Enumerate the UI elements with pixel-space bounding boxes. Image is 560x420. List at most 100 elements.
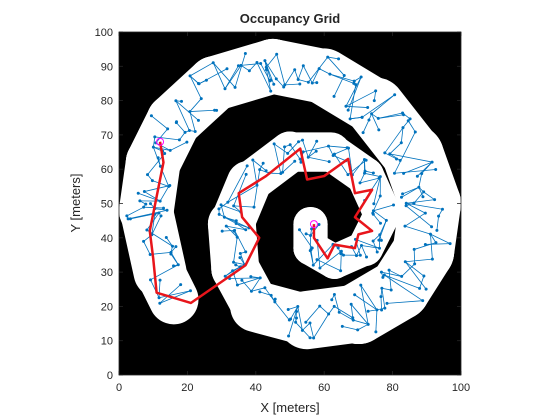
tree-edge: [384, 274, 423, 302]
tree-edge: [361, 94, 395, 118]
tree-edge: [316, 259, 341, 272]
tree-edge: [198, 68, 228, 85]
tree-node: [360, 115, 364, 119]
tree-node: [233, 228, 237, 232]
tree-node: [380, 308, 384, 312]
tree-node: [404, 204, 408, 208]
tree-node: [138, 199, 142, 203]
tree-node: [337, 310, 341, 314]
tree-node: [304, 232, 308, 236]
tree-edge: [362, 119, 370, 133]
tree-node: [231, 269, 235, 273]
tree-edge: [407, 120, 416, 133]
tree-edge: [373, 90, 377, 101]
tree-edge: [233, 273, 238, 286]
tree-node: [412, 201, 416, 205]
tree-edge: [401, 263, 415, 277]
tree-node: [163, 152, 167, 156]
tree-node: [197, 82, 201, 86]
tree-edge: [328, 145, 334, 156]
tree-node: [402, 113, 406, 117]
tree-node: [371, 209, 375, 213]
tree-node: [339, 252, 343, 256]
tree-edge: [361, 245, 367, 258]
tree-node: [300, 328, 304, 332]
tree-node: [424, 287, 428, 291]
tree-edge: [405, 258, 433, 263]
tree-node: [272, 142, 276, 146]
tree-edge: [372, 214, 381, 224]
tree-node: [366, 309, 370, 313]
tree-edge: [430, 233, 437, 243]
tree-node: [433, 198, 437, 202]
tree-node: [421, 299, 425, 303]
tree-node: [370, 112, 374, 116]
tree-node: [179, 283, 183, 287]
tree-edge: [284, 83, 300, 86]
tree-node: [381, 275, 385, 279]
tree-edge: [388, 270, 392, 291]
tree-node: [403, 224, 407, 228]
tree-edge: [305, 305, 321, 323]
tree-edge: [158, 280, 161, 298]
tree-edge: [260, 63, 271, 82]
tree-node: [328, 72, 332, 76]
tree-node: [235, 235, 239, 239]
tree-edge: [373, 204, 394, 212]
tree-edge: [222, 229, 235, 232]
tree-node: [434, 168, 438, 172]
tree-node: [249, 275, 253, 279]
tree-node: [244, 250, 248, 254]
tree-node: [157, 296, 161, 300]
tree-node: [165, 208, 169, 212]
tree-node: [308, 321, 312, 325]
tree-edge: [218, 201, 229, 210]
tree-node: [269, 293, 273, 297]
tree-edge: [176, 122, 186, 133]
tree-node: [311, 263, 315, 267]
tree-node: [293, 68, 297, 72]
tree-node: [232, 204, 236, 208]
tree-node: [379, 238, 383, 242]
tree-node: [261, 161, 265, 165]
y-tick-label: 10: [101, 336, 113, 348]
tree-node: [336, 246, 340, 250]
tree-node: [379, 221, 383, 225]
tree-node: [377, 246, 381, 250]
tree-node: [356, 328, 360, 332]
tree-node: [389, 288, 393, 292]
tree-edge: [308, 156, 330, 163]
tree-edge: [308, 150, 317, 158]
tree-node: [422, 190, 426, 194]
tree-edge: [154, 208, 168, 211]
tree-edge: [309, 250, 314, 266]
tree-node: [371, 171, 375, 175]
tree-node: [296, 304, 300, 308]
tree-edge: [307, 141, 318, 158]
tree-node: [193, 129, 197, 133]
tree-node: [364, 158, 368, 162]
tree-node: [366, 322, 370, 326]
tree-edge: [319, 305, 329, 315]
tree-node: [247, 69, 251, 73]
tree-node: [252, 205, 256, 209]
tree-edge: [350, 304, 354, 318]
tree-node: [344, 104, 348, 108]
tree-node: [180, 99, 184, 103]
tree-node: [375, 308, 379, 312]
tree-node: [274, 77, 278, 81]
tree-node: [225, 67, 229, 71]
tree-node: [399, 141, 403, 145]
tree-node: [346, 146, 350, 150]
tree-node: [259, 62, 263, 66]
tree-edge: [299, 229, 313, 249]
tree-node: [199, 97, 203, 101]
tree-node: [377, 238, 381, 242]
tree-node: [217, 207, 221, 211]
tree-edge: [256, 62, 272, 92]
tree-node: [188, 74, 192, 78]
tree-node: [417, 185, 421, 189]
tree-edge: [406, 199, 435, 204]
tree-node: [383, 151, 387, 155]
tree-node: [219, 203, 223, 207]
